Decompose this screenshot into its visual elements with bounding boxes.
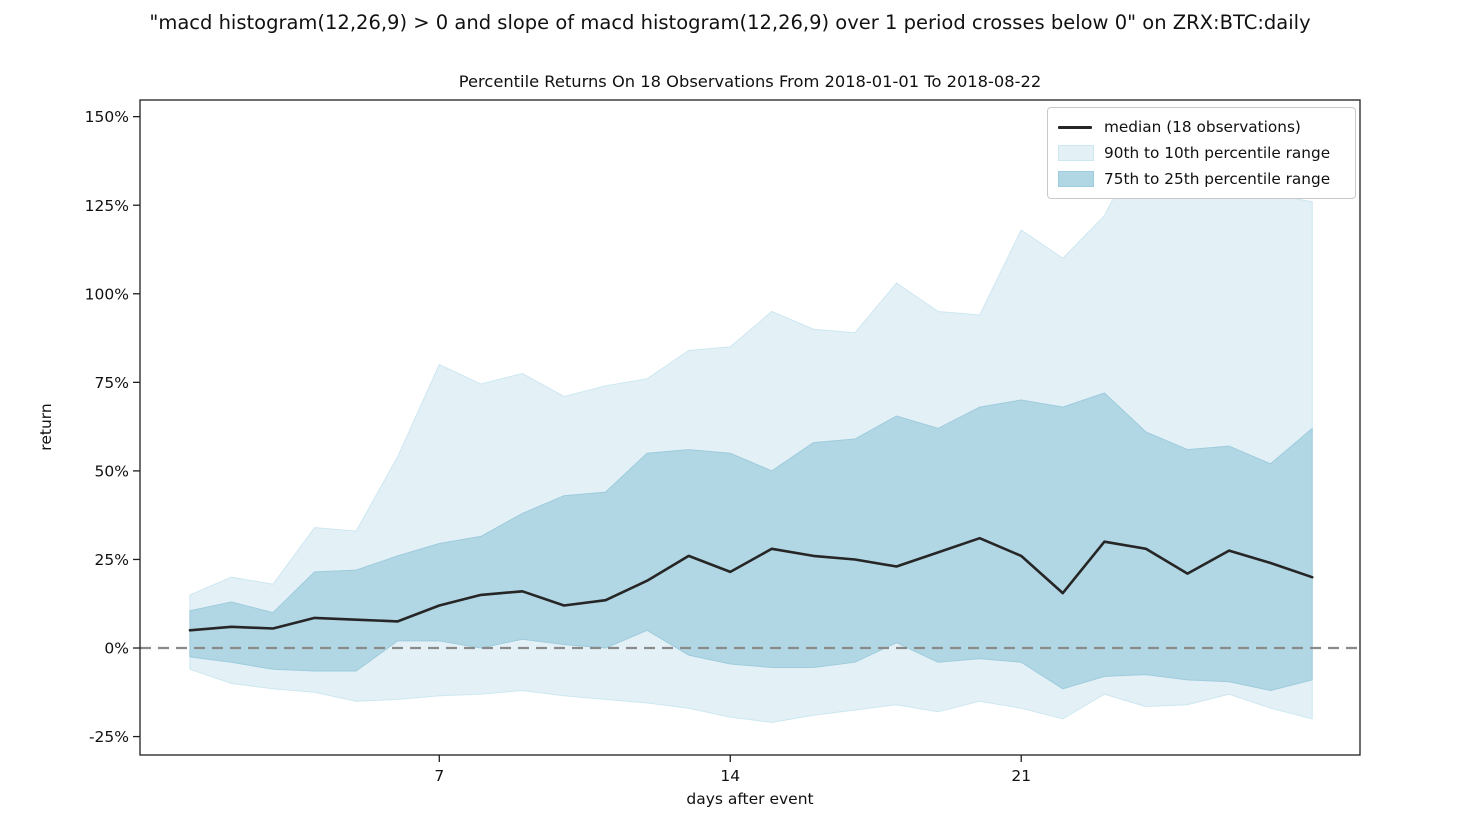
chart-title: Percentile Returns On 18 Observations Fr… (458, 72, 1042, 91)
y-tick-label: -25% (89, 728, 129, 746)
y-tick-label: 75% (95, 374, 129, 392)
y-tick-label: 150% (85, 108, 129, 126)
legend-label: median (18 observations) (1104, 118, 1301, 136)
legend-label: 90th to 10th percentile range (1104, 144, 1331, 162)
legend-item-median: median (18 observations) (1058, 114, 1345, 140)
legend-item-band-75-25: 75th to 25th percentile range (1058, 166, 1345, 192)
median-line (188, 536, 1314, 632)
legend-item-band-90-10: 90th to 10th percentile range (1058, 140, 1345, 166)
y-tick-label: 100% (85, 285, 129, 303)
band-medium-swatch (1058, 171, 1094, 187)
y-tick-label: 50% (95, 462, 129, 480)
band-75-25 (189, 392, 1313, 692)
x-axis-label: days after event (686, 790, 814, 808)
x-tick-label: 7 (434, 767, 444, 785)
median-line-swatch (1058, 125, 1094, 129)
y-tick-label: 125% (85, 197, 129, 215)
axes-frame (139, 99, 1361, 756)
legend: median (18 observations) 90th to 10th pe… (1047, 107, 1356, 199)
x-tick-label: 14 (720, 767, 740, 785)
y-tick-label: 25% (95, 551, 129, 569)
figure-title: "macd histogram(12,26,9) > 0 and slope o… (149, 11, 1311, 34)
legend-label: 75th to 25th percentile range (1104, 170, 1331, 188)
y-tick-label: 0% (104, 640, 129, 658)
band-light-swatch (1058, 145, 1094, 161)
x-tick-label: 21 (1011, 767, 1031, 785)
